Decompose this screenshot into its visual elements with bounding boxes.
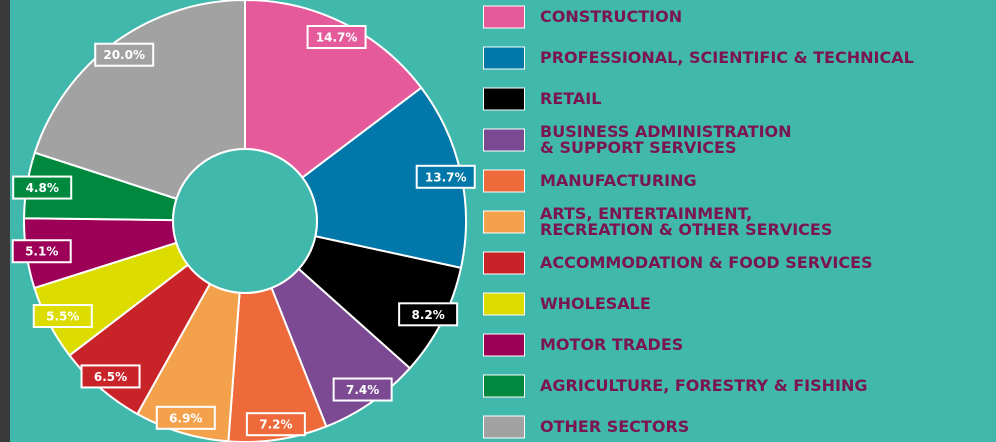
value-label-box <box>245 412 306 437</box>
value-label-box <box>155 405 216 430</box>
value-label: 6.9% <box>169 411 202 425</box>
value-label: 5.5% <box>46 310 79 324</box>
legend-label: RETAIL <box>540 89 602 108</box>
legend-swatch <box>483 415 525 439</box>
legend-swatch <box>483 374 525 398</box>
value-label-box <box>306 25 367 50</box>
value-label: 7.4% <box>346 383 379 397</box>
value-label: 8.2% <box>411 308 444 322</box>
value-label-box <box>94 42 155 67</box>
legend-label: ACCOMMODATION & FOOD SERVICES <box>540 253 873 272</box>
value-label-box <box>398 302 459 327</box>
legend-label: PROFESSIONAL, SCIENTIFIC & TECHNICAL <box>540 48 914 67</box>
legend-label: WHOLESALE <box>540 294 651 313</box>
legend-swatch <box>483 87 525 111</box>
legend-label: ARTS, ENTERTAINMENT, RECREATION & OTHER … <box>540 204 833 239</box>
value-label-box <box>11 239 72 264</box>
donut-hole <box>172 148 318 294</box>
value-label: 5.1% <box>25 245 58 259</box>
legend-swatch <box>483 210 525 234</box>
legend-label: AGRICULTURE, FORESTRY & FISHING <box>540 376 868 395</box>
value-label-box <box>332 377 393 402</box>
legend-swatch <box>483 251 525 275</box>
value-label-box <box>12 175 73 200</box>
legend-swatch <box>483 169 525 193</box>
value-label-box <box>80 364 141 389</box>
legend-swatch <box>483 46 525 70</box>
legend-label: MOTOR TRADES <box>540 335 684 354</box>
value-label: 20.0% <box>103 48 145 62</box>
value-label: 6.5% <box>94 370 127 384</box>
legend-swatch <box>483 5 525 29</box>
value-label-box <box>415 164 476 189</box>
legend-swatch <box>483 292 525 316</box>
legend-label: MANUFACTURING <box>540 171 697 190</box>
value-label-box <box>32 304 93 329</box>
legend-swatch <box>483 333 525 357</box>
value-label: 4.8% <box>26 181 59 195</box>
legend-label: BUSINESS ADMINISTRATION & SUPPORT SERVIC… <box>540 122 792 157</box>
side-strip <box>0 0 10 442</box>
value-label: 14.7% <box>316 31 358 45</box>
value-label: 7.2% <box>259 418 292 432</box>
value-label: 13.7% <box>425 170 467 184</box>
legend-label: CONSTRUCTION <box>540 7 683 26</box>
legend-label: OTHER SECTORS <box>540 417 690 436</box>
legend-swatch <box>483 128 525 152</box>
